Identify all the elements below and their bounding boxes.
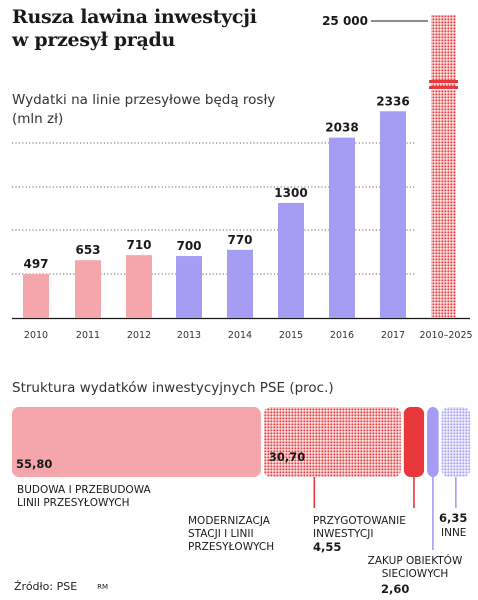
x-tick-label-1: 2011: [76, 330, 100, 341]
bar-2: [126, 255, 152, 318]
x-tick-label-0: 2010: [24, 330, 48, 341]
segment-value-0: 55,80: [16, 457, 52, 471]
labels: 497 653 710 700 770 1300 2038 2336 25 000 2010 201…: [23, 14, 472, 341]
x-tick-label-6: 2016: [330, 330, 354, 341]
segment-label-3-line-1: SIECIOWYCH: [382, 568, 449, 580]
value-label-6: 2038: [325, 121, 358, 135]
value-label-3: 700: [176, 239, 201, 253]
bar-7: [380, 111, 406, 318]
bar-1: [75, 260, 101, 318]
segment-label-0-line-1: LINII PRZESYŁOWYCH: [17, 497, 129, 509]
segment-label-2-line-1: INWESTYCJI: [313, 528, 373, 540]
value-label-7: 2336: [376, 94, 409, 108]
value-label-5: 1300: [274, 186, 307, 200]
segment-3: [427, 407, 439, 477]
segment-value-3: 2,60: [381, 582, 409, 596]
segment-label-3-line-0: ZAKUP OBIEKTÓW: [368, 554, 463, 567]
source-note: Źródło: PSE RM: [14, 580, 108, 593]
structure-chart-subtitle: Struktura wydatków inwestycyjnych PSE (p…: [12, 380, 334, 396]
value-label-2: 710: [126, 238, 151, 252]
bar-5: [278, 202, 304, 318]
x-tick-label-3: 2013: [177, 330, 201, 341]
segment-label-2-line-0: PRZYGOTOWANIE: [313, 515, 406, 527]
bar-8-lower: [431, 90, 456, 318]
segment-value-2: 4,55: [313, 540, 341, 554]
bar-0: [23, 274, 49, 318]
bar-6: [329, 137, 355, 318]
segment-label-0-line-0: BUDOWA I PRZEBUDOWA: [17, 484, 152, 496]
segment-label-1-line-1: STACJI I LINII: [188, 528, 254, 540]
segment-value-4: 6,35: [439, 511, 467, 525]
value-label-8: 25 000: [322, 14, 368, 28]
value-label-0: 497: [23, 257, 48, 271]
segment-label-4-line-0: INNE: [441, 527, 466, 539]
x-tick-label-2: 2012: [127, 330, 151, 341]
bars: [23, 15, 458, 318]
x-tick-label-8: 2010–2025: [419, 330, 472, 341]
bar-8-upper: [431, 15, 456, 89]
bar-4: [227, 249, 253, 318]
bar-chart-subtitle: Wydatki na linie przesyłowe będą rosły (…: [12, 92, 276, 127]
x-tick-label-4: 2014: [228, 330, 252, 341]
segment-label-1-line-0: MODERNIZACJA: [188, 515, 271, 527]
segment-2: [403, 407, 425, 477]
value-label-4: 770: [227, 233, 252, 247]
segment-label-1-line-2: PRZESYŁOWYCH: [188, 541, 274, 553]
value-label-1: 653: [75, 243, 100, 257]
axis-break-line-2: [429, 86, 458, 89]
bar-3: [176, 256, 202, 318]
chart-title: Rusza lawina inwestycji w przesył prądu: [12, 6, 257, 51]
segment-4: [441, 407, 470, 477]
source-text: Źródło: PSE: [14, 580, 78, 593]
axis-break-line-1: [429, 80, 458, 83]
x-tick-label-5: 2015: [279, 330, 303, 341]
segment-1: [263, 407, 401, 477]
segment-value-1: 30,70: [269, 450, 305, 464]
x-tick-label-7: 2017: [381, 330, 405, 341]
credit-text: RM: [97, 583, 109, 591]
segment-0: [12, 407, 261, 477]
